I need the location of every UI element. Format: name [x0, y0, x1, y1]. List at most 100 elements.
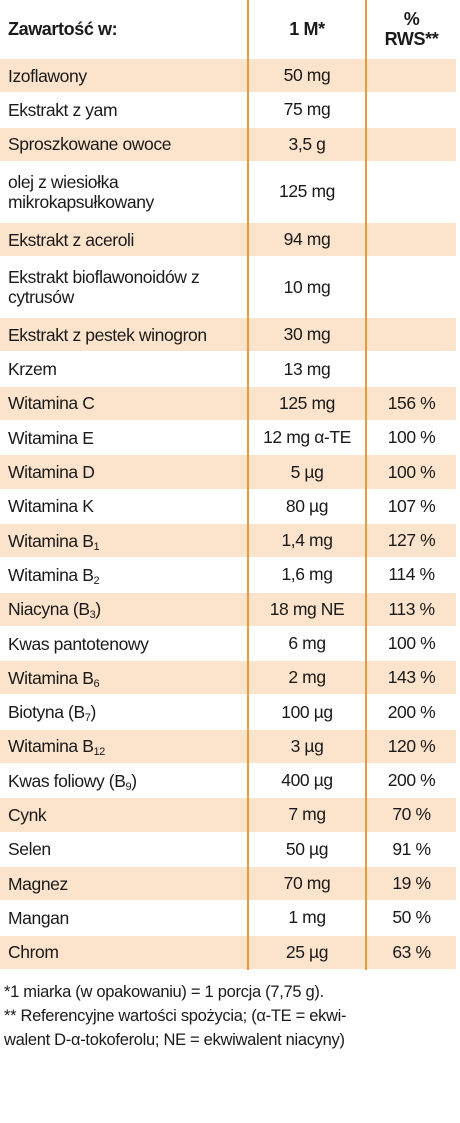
row-rws — [366, 222, 456, 258]
row-amount: 94 mg — [247, 222, 367, 258]
row-name-text: Biotyna (B — [8, 702, 85, 723]
row-amount: 75 mg — [247, 92, 367, 128]
row-name-subscript: 9 — [125, 780, 132, 793]
row-name-suffix: ) — [95, 599, 101, 620]
header-rws-label: RWS** — [384, 29, 439, 49]
row-name: olej z wiesiołka mikrokapsułkowany — [0, 161, 248, 223]
row-name: Witamina B12 — [0, 729, 248, 765]
row-amount: 125 mg — [247, 161, 367, 223]
table-row: Selen 50 µg 91 % — [0, 832, 456, 867]
row-rws: 19 % — [366, 866, 456, 902]
row-name-subscript: 12 — [93, 746, 105, 759]
row-amount: 12 mg α-TE — [247, 420, 367, 456]
row-amount: 3 µg — [247, 729, 367, 765]
table-row: Witamina B6 2 mg 143 % — [0, 660, 456, 696]
row-rws: 120 % — [366, 729, 456, 765]
row-rws: 200 % — [366, 694, 456, 730]
table-body: Izoflawony 50 mg Ekstrakt z yam 75 mg Sp… — [0, 58, 456, 970]
row-name: Witamina B2 — [0, 557, 248, 593]
row-amount: 25 µg — [247, 935, 367, 970]
table-row: olej z wiesiołka mikrokapsułkowany 125 m… — [0, 161, 456, 223]
row-amount: 1,6 mg — [247, 557, 367, 593]
row-name: Niacyna (B3) — [0, 592, 248, 627]
table-row: Mangan 1 mg 50 % — [0, 900, 456, 936]
row-name-text: Witamina B — [8, 667, 94, 688]
row-rws: 100 % — [366, 420, 456, 456]
header-amount: 1 M* — [247, 0, 367, 59]
table-row: Ekstrakt z yam 75 mg — [0, 92, 456, 128]
row-amount: 7 mg — [247, 797, 367, 833]
footnote-reference-line1: ** Referencyjne wartości spożycia; (α-TE… — [4, 1006, 347, 1025]
row-amount: 18 mg NE — [247, 592, 367, 627]
row-rws: 143 % — [366, 660, 456, 696]
row-name: Kwas pantotenowy — [0, 626, 248, 662]
row-name-text: Niacyna (B — [8, 599, 90, 620]
row-rws — [366, 127, 456, 162]
row-name: Witamina B1 — [0, 523, 248, 559]
row-name: Ekstrakt z pestek winogron — [0, 317, 248, 353]
nutrition-table: Zawartość w: 1 M* % RWS** Izoflawony 50 … — [0, 0, 456, 970]
header-rws: % RWS** — [366, 0, 456, 59]
row-name: Biotyna (B7) — [0, 694, 248, 730]
row-name: Witamina B6 — [0, 660, 248, 696]
row-rws: 100 % — [366, 626, 456, 662]
row-name: Magnez — [0, 866, 248, 902]
row-name-suffix: ) — [90, 702, 96, 723]
row-name-text: Witamina B — [8, 530, 94, 551]
row-amount: 70 mg — [247, 866, 367, 902]
row-rws: 107 % — [366, 489, 456, 524]
row-rws: 70 % — [366, 797, 456, 833]
row-rws — [366, 256, 456, 319]
row-name-text: Kwas foliowy (B — [8, 770, 126, 791]
row-rws — [366, 161, 456, 223]
row-rws: 50 % — [366, 900, 456, 936]
table-row: Magnez 70 mg 19 % — [0, 866, 456, 902]
row-amount: 2 mg — [247, 660, 367, 696]
row-name-text: Witamina B — [8, 736, 94, 757]
table-row: Izoflawony 50 mg — [0, 58, 456, 94]
table-row: Witamina B2 1,6 mg 114 % — [0, 557, 456, 593]
row-name: Ekstrakt bioflawonoidów z cytrusów — [0, 256, 248, 319]
row-rws: 127 % — [366, 523, 456, 559]
row-name-subscript: 6 — [93, 677, 100, 690]
row-amount: 1,4 mg — [247, 523, 367, 559]
row-name: Cynk — [0, 797, 248, 833]
row-rws — [366, 351, 456, 387]
row-rws: 91 % — [366, 832, 456, 867]
table-row: Witamina K 80 µg 107 % — [0, 489, 456, 524]
row-name: Izoflawony — [0, 58, 248, 94]
row-rws — [366, 317, 456, 353]
row-amount: 100 µg — [247, 694, 367, 730]
table-row: Sproszkowane owoce 3,5 g — [0, 127, 456, 162]
table-row: Biotyna (B7) 100 µg 200 % — [0, 694, 456, 730]
table-row: Witamina B12 3 µg 120 % — [0, 729, 456, 765]
table-row: Ekstrakt bioflawonoidów z cytrusów 10 mg — [0, 256, 456, 319]
row-name: Mangan — [0, 900, 248, 936]
table-row: Niacyna (B3) 18 mg NE 113 % — [0, 592, 456, 627]
row-name: Ekstrakt z aceroli — [0, 222, 248, 258]
row-name-subscript: 2 — [93, 574, 100, 587]
table-row: Ekstrakt z aceroli 94 mg — [0, 222, 456, 258]
row-amount: 10 mg — [247, 256, 367, 319]
row-name: Witamina K — [0, 489, 248, 524]
row-name-suffix: ) — [131, 770, 137, 791]
row-rws: 63 % — [366, 935, 456, 970]
table-row: Witamina E 12 mg α-TE 100 % — [0, 420, 456, 456]
row-name-text: Witamina B — [8, 564, 94, 585]
footnote-serving: *1 miarka (w opakowaniu) = 1 porcja (7,7… — [4, 982, 324, 1001]
row-rws: 113 % — [366, 592, 456, 627]
row-rws: 100 % — [366, 454, 456, 490]
row-name: Witamina C — [0, 386, 248, 422]
row-name: Krzem — [0, 351, 248, 387]
row-amount: 50 µg — [247, 832, 367, 867]
row-amount: 6 mg — [247, 626, 367, 662]
table-row: Cynk 7 mg 70 % — [0, 797, 456, 833]
table-row: Chrom 25 µg 63 % — [0, 935, 456, 970]
footnote-reference-line2: walent D-α-tokoferolu; NE = ekwiwalent n… — [4, 1030, 345, 1049]
row-amount: 5 µg — [247, 454, 367, 490]
row-name-subscript: 1 — [93, 540, 100, 553]
row-rws — [366, 58, 456, 94]
row-name: Sproszkowane owoce — [0, 127, 248, 162]
row-rws — [366, 92, 456, 128]
row-amount: 80 µg — [247, 489, 367, 524]
